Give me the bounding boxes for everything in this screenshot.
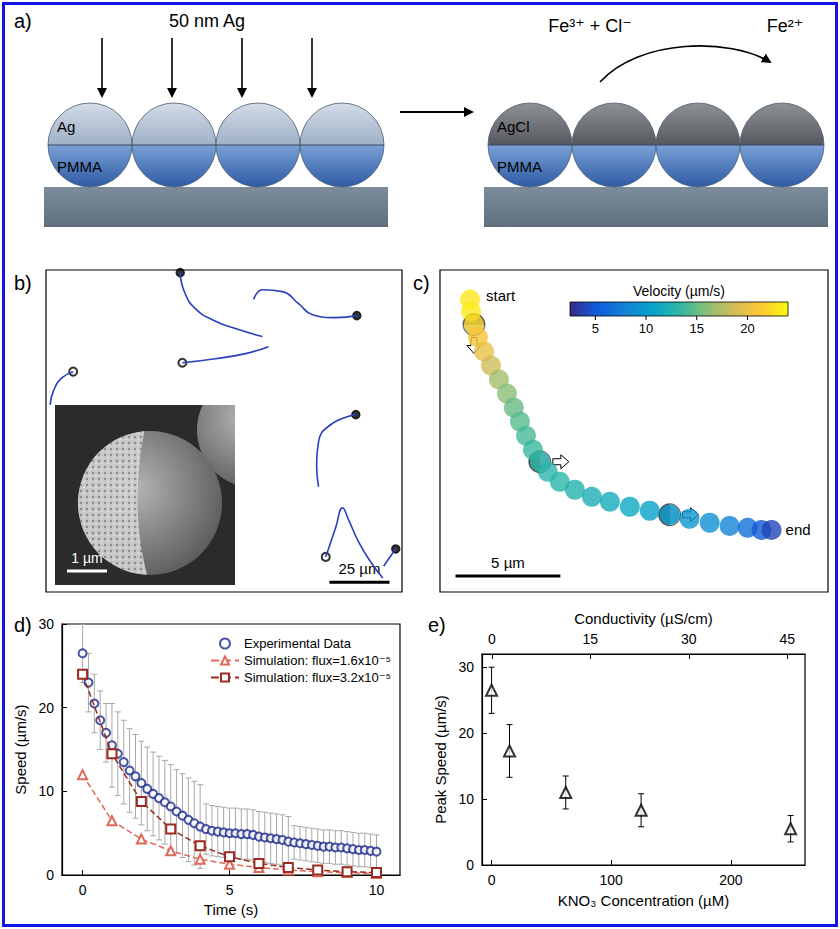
html-text:b): b) [14,272,32,294]
svg-text:0: 0 [488,872,496,888]
svg-text:KNO₃ Concentration (µM): KNO₃ Concentration (µM) [558,892,729,909]
svg-text:100: 100 [600,872,624,888]
svg-text:0: 0 [79,882,87,898]
svg-text:200: 200 [719,872,743,888]
svg-text:AgCl: AgCl [497,118,530,135]
svg-text:5: 5 [226,882,234,898]
svg-text:20: 20 [38,700,54,716]
svg-text:10: 10 [38,783,54,799]
svg-text:10: 10 [369,882,385,898]
svg-text:45: 45 [779,631,795,647]
svg-text:end: end [786,521,811,538]
html-text:d): d) [14,614,32,636]
svg-text:Experimental Data: Experimental Data [244,636,352,651]
svg-text:5: 5 [592,321,599,336]
svg-text:Simulation: flux=3.2x10⁻⁵: Simulation: flux=3.2x10⁻⁵ [244,670,391,685]
html-text:e): e) [428,614,446,636]
svg-text:start: start [486,287,516,304]
svg-text:PMMA: PMMA [497,158,542,175]
svg-text:30: 30 [458,659,474,675]
svg-text:Speed (µm/s): Speed (µm/s) [12,704,29,794]
svg-text:Peak Speed (µm/s): Peak Speed (µm/s) [432,695,449,824]
html-text:c): c) [413,272,430,294]
svg-text:25 µm: 25 µm [338,560,380,577]
svg-text:Fe³⁺ + Cl⁻: Fe³⁺ + Cl⁻ [548,16,632,36]
svg-text:20: 20 [740,321,754,336]
svg-text:30: 30 [681,631,697,647]
svg-text:50 nm Ag: 50 nm Ag [169,11,245,31]
svg-text:Simulation: flux=1.6x10⁻⁵: Simulation: flux=1.6x10⁻⁵ [244,653,391,668]
svg-text:30: 30 [38,616,54,632]
svg-text:PMMA: PMMA [57,158,102,175]
svg-text:Time (s): Time (s) [204,901,258,918]
svg-text:15: 15 [690,321,704,336]
svg-text:0: 0 [488,631,496,647]
svg-text:Fe²⁺: Fe²⁺ [767,16,804,36]
svg-text:0: 0 [466,857,474,873]
svg-text:Ag: Ag [57,118,75,135]
svg-text:0: 0 [46,867,54,883]
svg-text:20: 20 [458,725,474,741]
svg-text:5 µm: 5 µm [491,554,525,571]
svg-text:15: 15 [583,631,599,647]
html-text:a): a) [14,10,32,32]
svg-text:10: 10 [639,321,653,336]
svg-text:10: 10 [458,791,474,807]
svg-text:Velocity (µm/s): Velocity (µm/s) [633,283,725,299]
svg-text:1 µm: 1 µm [71,550,102,566]
svg-text:Conductivity (µS/cm): Conductivity (µS/cm) [574,610,713,627]
